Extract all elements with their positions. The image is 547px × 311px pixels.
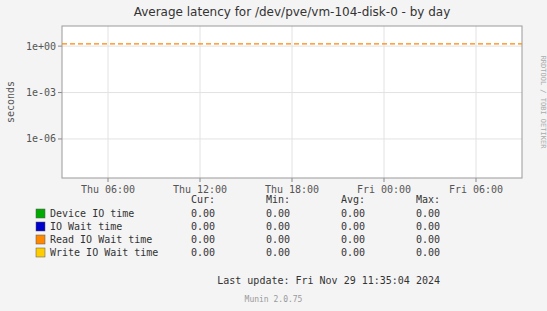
x-tick-label: Fri 06:00 xyxy=(449,184,503,195)
legend-entry: Read IO Wait time xyxy=(50,234,152,245)
grid xyxy=(62,26,522,178)
table-value: 0.00 xyxy=(341,247,365,258)
footer: Last update: Fri Nov 29 11:35:04 2024 xyxy=(217,275,440,286)
y-tick-label: 1e-03 xyxy=(26,87,56,98)
legend-swatch xyxy=(36,235,45,244)
table-value: 0.00 xyxy=(341,208,365,219)
legend-entry: Write IO Wait time xyxy=(50,247,158,258)
table-value: 0.00 xyxy=(416,247,440,258)
data-layer xyxy=(62,43,522,44)
x-tick-label: Fri 00:00 xyxy=(357,184,411,195)
x-tick xyxy=(384,178,385,182)
x-tick-label: Thu 06:00 xyxy=(81,184,135,195)
x-grid-line xyxy=(384,26,385,178)
x-tick xyxy=(200,178,201,182)
table-header: Cur: xyxy=(191,194,215,205)
x-grid-line xyxy=(200,26,201,178)
table-value: 0.00 xyxy=(191,247,215,258)
table-value: 0.00 xyxy=(341,234,365,245)
y-tick xyxy=(58,92,62,93)
table-value: 0.00 xyxy=(191,208,215,219)
y-tick xyxy=(58,138,62,139)
table-value: 0.00 xyxy=(341,221,365,232)
legend-swatch xyxy=(36,248,45,257)
watermark: Munin 2.0.75 xyxy=(245,295,303,304)
table-value: 0.00 xyxy=(416,234,440,245)
table-value: 0.00 xyxy=(266,221,290,232)
table-value: 0.00 xyxy=(191,221,215,232)
x-tick xyxy=(476,178,477,182)
legend-entry: Device IO time xyxy=(50,208,134,219)
x-grid-line xyxy=(476,26,477,178)
x-grid-line xyxy=(292,26,293,178)
table-value: 0.00 xyxy=(416,208,440,219)
table-value: 0.00 xyxy=(191,234,215,245)
side-label: RRDTOOL / TOBI OETIKER xyxy=(539,56,547,150)
y-tick xyxy=(58,46,62,47)
table-value: 0.00 xyxy=(416,221,440,232)
y-tick-label: 1e-06 xyxy=(26,133,56,144)
y-tick-label: 1e+00 xyxy=(26,41,56,52)
plot-frame xyxy=(62,26,522,178)
table-value: 0.00 xyxy=(266,208,290,219)
legend-swatch xyxy=(36,209,45,218)
x-tick xyxy=(292,178,293,182)
reference-line xyxy=(62,43,522,44)
table-header: Avg: xyxy=(341,194,365,205)
title: Average latency for /dev/pve/vm-104-disk… xyxy=(134,5,451,19)
table-value: 0.00 xyxy=(266,247,290,258)
table-value: 0.00 xyxy=(266,234,290,245)
x-tick xyxy=(108,178,109,182)
x-grid-line xyxy=(108,26,109,178)
table-header: Min: xyxy=(266,194,290,205)
y-axis-label: seconds xyxy=(5,81,16,123)
plot-area xyxy=(62,26,522,178)
table-header: Max: xyxy=(416,194,440,205)
chart: Average latency for /dev/pve/vm-104-disk… xyxy=(0,0,547,311)
legend-entry: IO Wait time xyxy=(50,221,122,232)
legend-swatch xyxy=(36,222,45,231)
